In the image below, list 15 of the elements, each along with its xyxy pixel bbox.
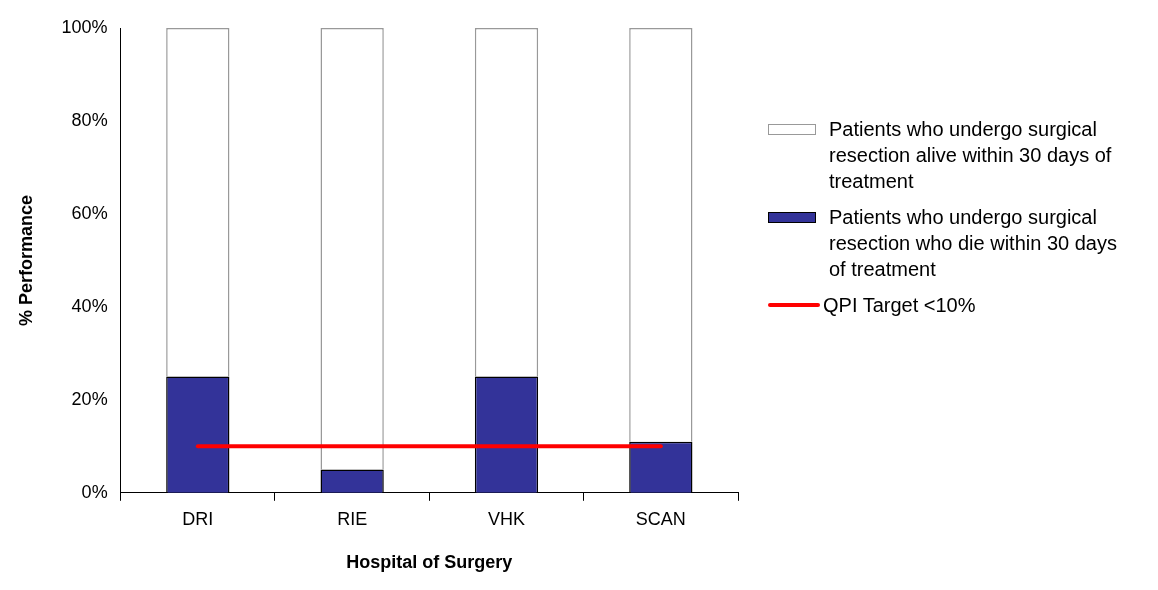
x-tick-label: VHK: [487, 508, 525, 529]
y-tick-label: 20%: [71, 388, 108, 409]
y-tick-label: 80%: [71, 109, 108, 130]
text: Patients who undergo surgical resection alive within 30 days of treatment: [829, 117, 1113, 194]
y-tick-label: 100%: [61, 16, 108, 37]
x-tick-label: SCAN: [635, 508, 686, 529]
legend-label: Patients who undergo surgical resection who die within 30 days of treatment: [829, 205, 1118, 282]
legend-label: QPI Target <10%: [823, 293, 976, 318]
y-tick-label: 40%: [71, 295, 108, 316]
x-tick-label: DRI: [182, 508, 214, 529]
y-tick-label: 0%: [81, 481, 108, 502]
y-axis-title: % Performance: [15, 194, 36, 326]
y-tick-label: 60%: [71, 202, 108, 223]
x-tick-label: RIE: [337, 508, 368, 529]
x-axis-title: Hospital of Surgery: [346, 552, 513, 573]
